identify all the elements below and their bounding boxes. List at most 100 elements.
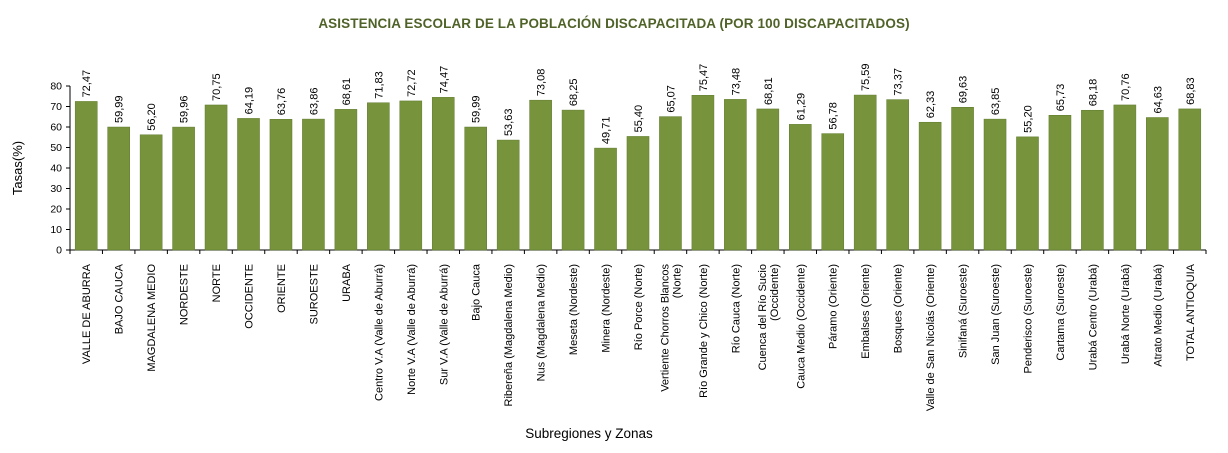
- bar: [74, 101, 98, 251]
- bar: [594, 147, 617, 251]
- bar: [464, 126, 487, 251]
- x-tick-label-line: Minera (Nordeste): [601, 264, 613, 353]
- x-tick-label: BAJO CAUCA: [114, 263, 126, 334]
- x-tick-label: OCCIDENTE: [244, 264, 256, 329]
- bar: [659, 116, 682, 251]
- bar: [269, 119, 293, 251]
- x-tick-label-line: (Occidente): [769, 264, 781, 321]
- x-tick-label-line: Ribereña (Magdalena Medio): [503, 264, 515, 406]
- x-tick-label-line: Páramo (Oriente): [828, 264, 840, 349]
- bar: [237, 118, 260, 251]
- x-tick-label-line: Centro V.A (Valle de Aburrá): [373, 264, 385, 401]
- x-tick-label-line: Penderisco (Suroeste): [1022, 264, 1034, 373]
- x-tick-label: Río Porce (Norte): [633, 264, 645, 350]
- data-label: 59,99: [471, 95, 483, 123]
- data-label: 68,18: [1087, 79, 1099, 107]
- x-tick-label-line: Meseta (Nordeste): [568, 264, 580, 355]
- x-tick-label-line: OCCIDENTE: [244, 264, 256, 329]
- x-tick-label: TOTAL ANTIOQUIA: [1185, 263, 1197, 361]
- x-tick-label: URABA: [341, 263, 353, 302]
- y-tick-label: 20: [50, 204, 62, 216]
- x-tick-label-line: Vertiente Chorros Blancos: [659, 264, 671, 392]
- data-label: 61,29: [795, 93, 807, 121]
- y-tick-label: 80: [50, 81, 62, 93]
- data-label: 75,47: [698, 64, 710, 92]
- data-labels: 72,47 59,99 56,20 59,96 70,75 64,19 63,76 63,86…: [81, 64, 1197, 145]
- data-label: 64,63: [1152, 86, 1164, 114]
- bar: [204, 104, 228, 251]
- x-tick-label-line: Río Porce (Norte): [633, 264, 645, 350]
- y-tick-label: 30: [50, 183, 62, 195]
- x-tick-label: Sinifaná (Suroeste): [958, 264, 970, 358]
- x-tick-label: Minera (Nordeste): [601, 264, 613, 353]
- x-tick-label-line: Urabá Norte (Urabá): [1120, 264, 1132, 364]
- x-tick-label-line: TOTAL ANTIOQUIA: [1185, 263, 1197, 361]
- data-label: 56,78: [828, 102, 840, 130]
- x-tick-label-line: Cartama (Suroeste): [1055, 264, 1067, 361]
- bar: [821, 133, 845, 251]
- bar: [951, 107, 974, 251]
- data-label: 59,99: [114, 95, 126, 123]
- y-axis-title: Tasas(%): [10, 141, 25, 195]
- chart-title: ASISTENCIA ESCOLAR DE LA POBLACIÓN DISCA…: [318, 16, 910, 31]
- data-label: 65,73: [1055, 84, 1067, 112]
- x-tick-label-line: Nus (Magdalena Medio): [536, 264, 548, 381]
- x-axis-title: Subregiones y Zonas: [525, 426, 653, 441]
- x-tick-label: Atrato Medio (Urabá): [1152, 264, 1164, 367]
- data-label: 56,20: [146, 103, 158, 131]
- bar: [1113, 104, 1137, 251]
- data-label: 55,20: [1022, 105, 1034, 133]
- x-tick-label: Centro V.A (Valle de Aburrá): [373, 264, 385, 401]
- x-tick-label: Norte V.A (Valle de Aburrá): [406, 264, 418, 395]
- bar: [691, 95, 715, 251]
- bar: [529, 99, 552, 251]
- data-label: 74,47: [438, 66, 450, 94]
- x-tick-label: VALLE DE ABURRA: [81, 263, 93, 364]
- x-tick-label-line: NORTE: [211, 264, 223, 302]
- data-label: 73,37: [893, 68, 905, 96]
- x-tick-label-line: URABA: [341, 263, 353, 302]
- x-tick-label-line: (Norte): [671, 264, 683, 298]
- x-tick-label: Vertiente Chorros Blancos(Norte): [659, 264, 683, 392]
- x-tick-label-line: ORIENTE: [276, 264, 288, 313]
- y-tick-label: 0: [56, 245, 62, 257]
- x-tick-label: Bosques (Oriente): [893, 264, 905, 353]
- x-tick-label-line: Bosques (Oriente): [893, 264, 905, 353]
- bar: [853, 94, 877, 251]
- bar: [496, 139, 520, 251]
- bar: [107, 126, 130, 251]
- data-label: 68,61: [341, 78, 353, 106]
- x-tick-label: Urabá Norte (Urabá): [1120, 264, 1132, 364]
- data-label: 65,07: [665, 85, 677, 113]
- x-tick-label-line: Atrato Medio (Urabá): [1152, 264, 1164, 367]
- bar: [756, 108, 780, 251]
- x-tick-label-line: BAJO CAUCA: [114, 263, 126, 334]
- x-tick-label: NORTE: [211, 264, 223, 302]
- bar: [399, 100, 423, 251]
- x-tick-label-line: Embalses (Oriente): [860, 264, 872, 359]
- x-tick-label: Sur V.A (Valle de Aburrá): [438, 264, 450, 385]
- x-tick-label-line: Norte V.A (Valle de Aburrá): [406, 264, 418, 395]
- x-tick-label-line: Cauca Medio (Occidente): [795, 264, 807, 389]
- y-tick-label: 10: [50, 224, 62, 236]
- x-tick-label: Valle de San Nicolás (Oriente): [925, 264, 937, 411]
- data-label: 63,86: [308, 88, 320, 116]
- data-label: 49,71: [601, 117, 613, 145]
- data-label: 59,96: [179, 96, 191, 124]
- x-tick-label: Cuenca del Río Sucio(Occidente): [757, 264, 781, 370]
- x-tick-label: ORIENTE: [276, 264, 288, 313]
- data-label: 72,72: [406, 69, 418, 97]
- x-tick-label: Ribereña (Magdalena Medio): [503, 264, 515, 406]
- x-tick-label-line: San Juan (Suroeste): [990, 264, 1002, 365]
- x-tick-label: NORDESTE: [179, 264, 191, 325]
- x-tick-label: Embalses (Oriente): [860, 264, 872, 359]
- data-label: 73,48: [730, 68, 742, 96]
- x-tick-label: SUROESTE: [308, 264, 320, 325]
- data-label: 70,75: [211, 73, 223, 101]
- bar: [886, 99, 909, 251]
- y-tick-label: 50: [50, 142, 62, 154]
- bar: [724, 99, 747, 251]
- x-tick-label-line: NORDESTE: [179, 264, 191, 325]
- bars: [74, 94, 1202, 251]
- data-label: 55,40: [633, 105, 645, 133]
